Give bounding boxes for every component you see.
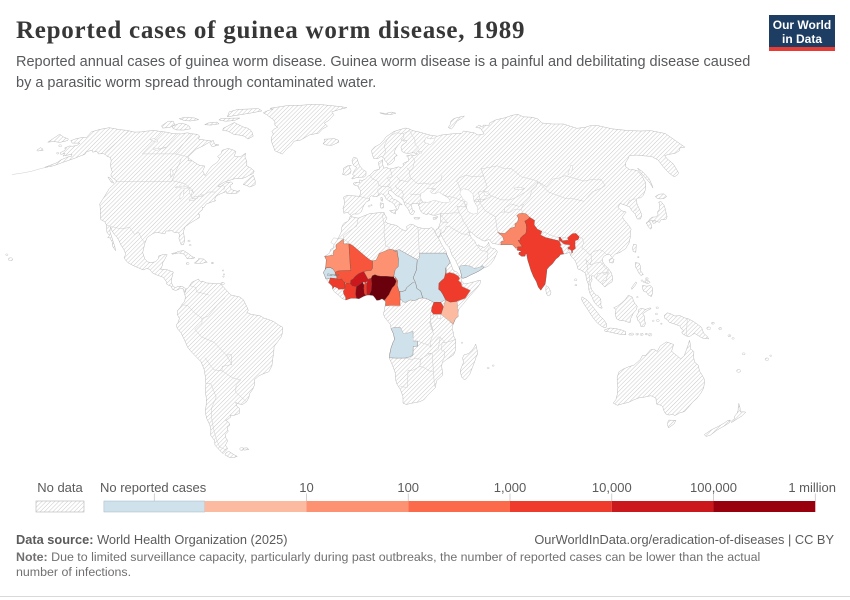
svg-text:10,000: 10,000 — [592, 480, 632, 495]
svg-text:Gambia: Gambia — [327, 273, 339, 277]
svg-text:100,000: 100,000 — [690, 480, 737, 495]
svg-text:1 million: 1 million — [788, 480, 836, 495]
svg-text:10: 10 — [299, 480, 313, 495]
svg-text:No reported cases: No reported cases — [100, 480, 207, 495]
svg-text:No data: No data — [37, 480, 83, 495]
svg-text:1,000: 1,000 — [494, 480, 527, 495]
svg-text:100: 100 — [397, 480, 419, 495]
